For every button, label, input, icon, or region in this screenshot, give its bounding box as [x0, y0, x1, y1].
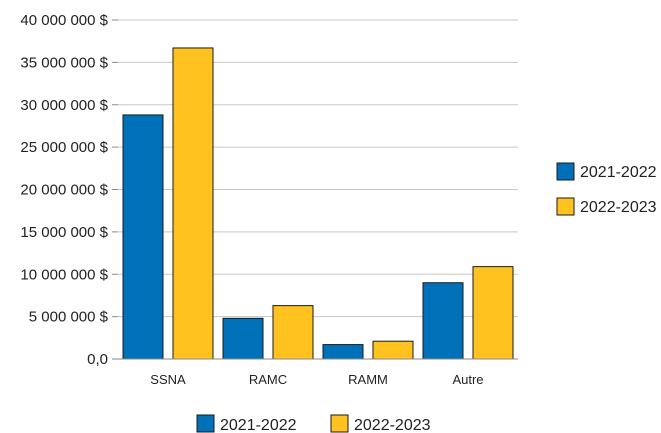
bar-ramm-2021-2022 — [322, 344, 364, 360]
bar-autre-2021-2022 — [422, 282, 464, 360]
legend-label: 2022-2023 — [580, 199, 657, 216]
bar-ramc-2021-2022 — [222, 317, 264, 360]
legend-bottom: 2021-2022 2022-2023 — [196, 414, 431, 433]
legend-label: 2021-2022 — [220, 417, 297, 433]
bars — [122, 47, 514, 360]
bar-ramm-2022-2023 — [372, 340, 414, 360]
y-tick-label: 35 000 000 $ — [20, 54, 108, 71]
y-tick-label: 10 000 000 $ — [20, 266, 108, 283]
legend-swatch — [330, 414, 349, 433]
bar-ramc-2022-2023 — [272, 305, 314, 360]
bar-ssna-2022-2023 — [172, 47, 214, 360]
legend-swatch — [556, 197, 575, 216]
y-tick-label: 5 000 000 $ — [29, 309, 109, 326]
legend-swatch — [196, 414, 215, 433]
y-tick-label: 25 000 000 $ — [20, 139, 108, 156]
x-category-label: RAMM — [348, 372, 388, 387]
y-tick-label: 30 000 000 $ — [20, 97, 108, 114]
bar-autre-2022-2023 — [472, 266, 514, 360]
legend-label: 2021-2022 — [580, 164, 657, 181]
x-category-label: SSNA — [150, 372, 186, 387]
legend-label: 2022-2023 — [354, 417, 431, 433]
legend-swatch — [556, 162, 575, 181]
legend-right: 2021-2022 2022-2023 — [556, 162, 657, 216]
x-axis-category-labels: SSNA RAMC RAMM Autre — [150, 372, 483, 387]
y-axis-tick-labels: 0,0 5 000 000 $ 10 000 000 $ 15 000 000 $ 20… — [20, 12, 108, 368]
y-tick-label: 15 000 000 $ — [20, 224, 108, 241]
y-tick-label: 0,0 — [87, 351, 108, 368]
bar-ssna-2021-2022 — [122, 114, 164, 360]
y-tick-label: 40 000 000 $ — [20, 12, 108, 29]
x-category-label: Autre — [452, 372, 483, 387]
x-category-label: RAMC — [249, 372, 287, 387]
y-tick-label: 20 000 000 $ — [20, 182, 108, 199]
